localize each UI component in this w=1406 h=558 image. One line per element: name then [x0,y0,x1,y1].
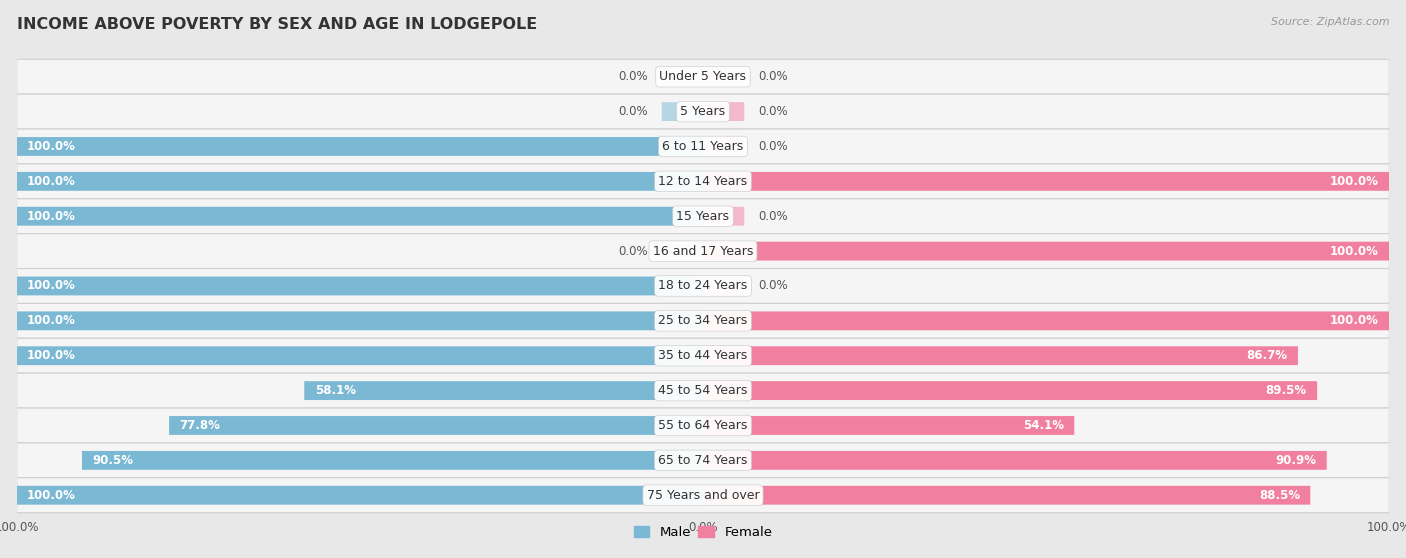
FancyBboxPatch shape [17,338,1389,373]
Text: 90.5%: 90.5% [93,454,134,467]
FancyBboxPatch shape [82,451,703,470]
Text: 75 Years and over: 75 Years and over [647,489,759,502]
Text: 12 to 14 Years: 12 to 14 Years [658,175,748,188]
Text: 0.0%: 0.0% [758,105,787,118]
FancyBboxPatch shape [662,68,703,86]
FancyBboxPatch shape [17,234,1389,268]
FancyBboxPatch shape [703,486,1310,504]
Text: 65 to 74 Years: 65 to 74 Years [658,454,748,467]
FancyBboxPatch shape [17,94,1389,129]
Text: 55 to 64 Years: 55 to 64 Years [658,419,748,432]
FancyBboxPatch shape [662,242,703,261]
Text: 15 Years: 15 Years [676,210,730,223]
FancyBboxPatch shape [703,207,744,225]
Text: 0.0%: 0.0% [758,70,787,83]
Text: 58.1%: 58.1% [315,384,356,397]
Text: 77.8%: 77.8% [180,419,221,432]
FancyBboxPatch shape [17,311,703,330]
FancyBboxPatch shape [703,102,744,121]
Legend: Male, Female: Male, Female [628,521,778,544]
FancyBboxPatch shape [169,416,703,435]
Text: 90.9%: 90.9% [1275,454,1316,467]
Text: 100.0%: 100.0% [27,210,76,223]
FancyBboxPatch shape [17,129,1389,164]
FancyBboxPatch shape [17,59,1389,94]
Text: 5 Years: 5 Years [681,105,725,118]
FancyBboxPatch shape [304,381,703,400]
Text: 100.0%: 100.0% [1330,175,1379,188]
Text: 100.0%: 100.0% [27,489,76,502]
Text: 89.5%: 89.5% [1265,384,1306,397]
FancyBboxPatch shape [703,451,1327,470]
FancyBboxPatch shape [17,172,703,191]
Text: 18 to 24 Years: 18 to 24 Years [658,280,748,292]
FancyBboxPatch shape [17,486,703,504]
FancyBboxPatch shape [703,172,1389,191]
Text: 100.0%: 100.0% [27,175,76,188]
Text: 100.0%: 100.0% [27,349,76,362]
FancyBboxPatch shape [17,478,1389,513]
FancyBboxPatch shape [703,347,1298,365]
Text: 100.0%: 100.0% [27,280,76,292]
FancyBboxPatch shape [17,304,1389,338]
Text: INCOME ABOVE POVERTY BY SEX AND AGE IN LODGEPOLE: INCOME ABOVE POVERTY BY SEX AND AGE IN L… [17,17,537,32]
Text: 100.0%: 100.0% [27,314,76,328]
Text: 100.0%: 100.0% [27,140,76,153]
FancyBboxPatch shape [17,137,703,156]
FancyBboxPatch shape [703,381,1317,400]
Text: Under 5 Years: Under 5 Years [659,70,747,83]
Text: 54.1%: 54.1% [1024,419,1064,432]
Text: 0.0%: 0.0% [758,280,787,292]
Text: 100.0%: 100.0% [1330,314,1379,328]
FancyBboxPatch shape [703,242,1389,261]
Text: 16 and 17 Years: 16 and 17 Years [652,244,754,258]
FancyBboxPatch shape [662,102,703,121]
FancyBboxPatch shape [17,164,1389,199]
FancyBboxPatch shape [17,199,1389,234]
FancyBboxPatch shape [17,347,703,365]
FancyBboxPatch shape [17,373,1389,408]
FancyBboxPatch shape [703,68,744,86]
Text: 45 to 54 Years: 45 to 54 Years [658,384,748,397]
Text: 100.0%: 100.0% [1330,244,1379,258]
FancyBboxPatch shape [703,137,744,156]
Text: Source: ZipAtlas.com: Source: ZipAtlas.com [1271,17,1389,27]
Text: 0.0%: 0.0% [619,244,648,258]
FancyBboxPatch shape [703,277,744,295]
FancyBboxPatch shape [17,443,1389,478]
Text: 0.0%: 0.0% [619,105,648,118]
FancyBboxPatch shape [703,416,1074,435]
Text: 25 to 34 Years: 25 to 34 Years [658,314,748,328]
FancyBboxPatch shape [17,268,1389,304]
Text: 0.0%: 0.0% [758,140,787,153]
Text: 0.0%: 0.0% [758,210,787,223]
FancyBboxPatch shape [17,277,703,295]
FancyBboxPatch shape [703,311,1389,330]
Text: 86.7%: 86.7% [1247,349,1288,362]
FancyBboxPatch shape [17,207,703,225]
Text: 88.5%: 88.5% [1258,489,1301,502]
FancyBboxPatch shape [17,408,1389,443]
Text: 6 to 11 Years: 6 to 11 Years [662,140,744,153]
Text: 0.0%: 0.0% [619,70,648,83]
Text: 35 to 44 Years: 35 to 44 Years [658,349,748,362]
